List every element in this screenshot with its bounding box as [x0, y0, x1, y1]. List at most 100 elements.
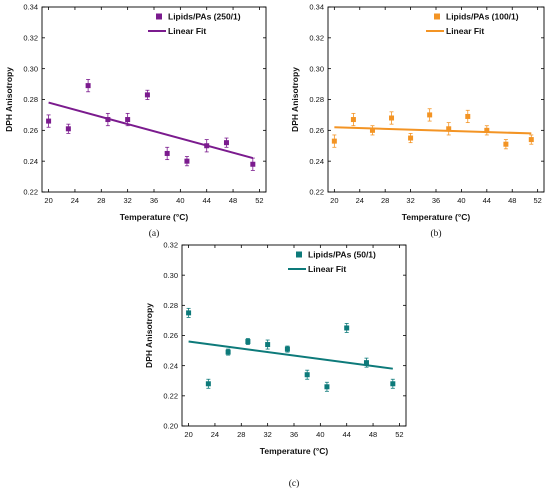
data-point — [125, 117, 131, 123]
legend-label-data: Lipids/PAs (50/1) — [308, 250, 376, 260]
data-point — [484, 127, 490, 133]
data-point — [465, 113, 471, 119]
x-tick-label: 40 — [176, 196, 184, 205]
y-axis-label: DPH Anisotropy — [144, 303, 154, 368]
y-tick-label: 0.26 — [23, 126, 38, 135]
x-tick-label: 20 — [330, 196, 338, 205]
x-tick-label: 40 — [457, 196, 465, 205]
x-tick-label: 36 — [150, 196, 158, 205]
x-tick-label: 36 — [432, 196, 440, 205]
x-tick-label: 20 — [184, 430, 192, 439]
y-tick-label: 0.34 — [309, 3, 324, 12]
y-tick-label: 0.34 — [23, 3, 38, 12]
panel-caption: (a) — [149, 228, 160, 239]
plot-frame — [327, 6, 545, 193]
x-tick-label: 52 — [255, 196, 263, 205]
x-tick-label: 48 — [369, 430, 377, 439]
x-tick-label: 44 — [203, 196, 211, 205]
y-tick-label: 0.22 — [23, 188, 38, 197]
plot-frame — [41, 6, 267, 193]
x-tick-label: 32 — [406, 196, 414, 205]
y-tick-label: 0.30 — [309, 64, 324, 73]
y-tick-label: 0.28 — [309, 95, 324, 104]
data-point — [184, 158, 190, 164]
x-axis-label: Temperature (°C) — [120, 212, 189, 222]
data-point — [105, 117, 111, 123]
x-tick-label: 28 — [237, 430, 245, 439]
data-point — [390, 381, 396, 387]
data-point — [65, 126, 71, 132]
legend-label-fit: Linear Fit — [308, 264, 346, 274]
y-tick-label: 0.26 — [309, 126, 324, 135]
legend-marker — [156, 13, 162, 20]
x-tick-label: 48 — [508, 196, 516, 205]
legend-marker — [434, 13, 440, 20]
x-tick-label: 36 — [290, 430, 298, 439]
data-point — [205, 381, 211, 387]
y-tick-label: 0.30 — [163, 271, 178, 280]
legend-label-fit: Linear Fit — [446, 26, 484, 36]
data-point — [85, 83, 91, 89]
x-tick-label: 32 — [263, 430, 271, 439]
data-point — [344, 325, 350, 331]
x-tick-label: 24 — [356, 196, 364, 205]
legend-marker — [296, 251, 302, 258]
data-point — [369, 127, 375, 133]
y-tick-label: 0.28 — [163, 301, 178, 310]
y-tick-label: 0.32 — [163, 241, 178, 250]
data-point — [446, 126, 452, 132]
x-tick-label: 52 — [395, 430, 403, 439]
legend-label-data: Lipids/PAs (100/1) — [446, 12, 519, 22]
y-tick-label: 0.28 — [23, 95, 38, 104]
linear-fit-line — [334, 126, 532, 135]
x-tick-label: 44 — [343, 430, 351, 439]
data-point — [427, 112, 433, 118]
data-point — [245, 339, 251, 345]
y-tick-label: 0.32 — [309, 33, 324, 42]
x-tick-label: 44 — [483, 196, 491, 205]
data-point — [265, 342, 271, 348]
data-point — [204, 143, 210, 149]
data-point — [350, 117, 356, 123]
x-tick-label: 20 — [44, 196, 52, 205]
data-point — [223, 140, 229, 146]
data-point — [225, 349, 231, 355]
data-point — [389, 115, 395, 121]
legend-label-fit: Linear Fit — [168, 26, 206, 36]
data-point — [284, 346, 290, 352]
chart-1: 20 24 28 32 36 40 44 48 52 0.22 0.24 0.26 0.28 0.30 0.… — [4, 3, 267, 239]
x-tick-label: 40 — [316, 430, 324, 439]
y-tick-label: 0.22 — [163, 391, 178, 400]
x-tick-label: 28 — [97, 196, 105, 205]
data-point — [164, 150, 170, 156]
y-tick-label: 0.24 — [309, 157, 324, 166]
x-tick-label: 52 — [533, 196, 541, 205]
x-tick-label: 32 — [123, 196, 131, 205]
x-tick-label: 24 — [71, 196, 79, 205]
data-point — [503, 141, 509, 147]
linear-fit-line — [48, 101, 254, 160]
data-point — [186, 310, 192, 316]
data-point — [331, 138, 337, 144]
data-point — [250, 161, 256, 167]
x-axis-label: Temperature (°C) — [402, 212, 471, 222]
chart-3: 20 24 28 32 36 40 44 48 52 0.20 0.22 0.24 0.26 0.28 0.… — [144, 241, 407, 489]
data-point — [528, 137, 534, 143]
x-axis-label: Temperature (°C) — [260, 446, 329, 456]
plot-frame — [181, 244, 407, 427]
x-tick-label: 28 — [381, 196, 389, 205]
data-point — [46, 118, 52, 124]
y-tick-label: 0.30 — [23, 64, 38, 73]
y-tick-label: 0.24 — [23, 157, 38, 166]
data-point — [363, 360, 369, 366]
y-tick-label: 0.20 — [163, 422, 178, 431]
panel-caption: (b) — [430, 228, 441, 239]
x-tick-label: 48 — [229, 196, 237, 205]
data-point — [324, 384, 330, 390]
legend-label-data: Lipids/PAs (250/1) — [168, 12, 241, 22]
y-tick-label: 0.22 — [309, 188, 324, 197]
y-tick-label: 0.26 — [163, 331, 178, 340]
y-tick-label: 0.24 — [163, 361, 178, 370]
y-axis-label: DPH Anisotropy — [290, 67, 300, 132]
